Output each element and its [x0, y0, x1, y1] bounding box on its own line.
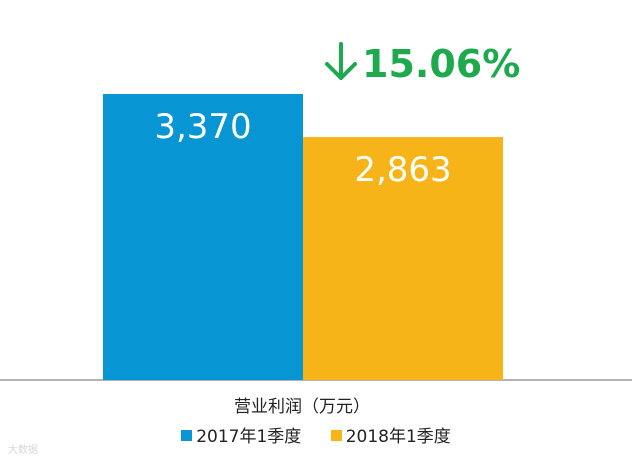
x-axis-title: 营业利润（万元） [234, 397, 370, 417]
legend-swatch-2017q1 [181, 430, 192, 441]
watermark-logo: 大数据 [8, 441, 38, 456]
legend-item-2018q1: 2018年1季度 [331, 427, 451, 447]
bar-group: 3,370 2,863 [103, 94, 503, 380]
legend-swatch-2018q1 [331, 430, 342, 441]
legend-label-2018q1: 2018年1季度 [346, 427, 451, 447]
legend: 2017年1季度 2018年1季度 [0, 422, 632, 447]
change-annotation: 15.06% [327, 42, 520, 86]
down-arrow-icon [327, 44, 355, 78]
legend-item-2017q1: 2017年1季度 [181, 427, 307, 447]
bar-value-label-2: 2,863 [354, 150, 451, 190]
change-percent-label: 15.06% [362, 42, 520, 86]
bar-value-label-1: 3,370 [154, 107, 251, 147]
legend-label-2017q1: 2017年1季度 [196, 427, 301, 447]
